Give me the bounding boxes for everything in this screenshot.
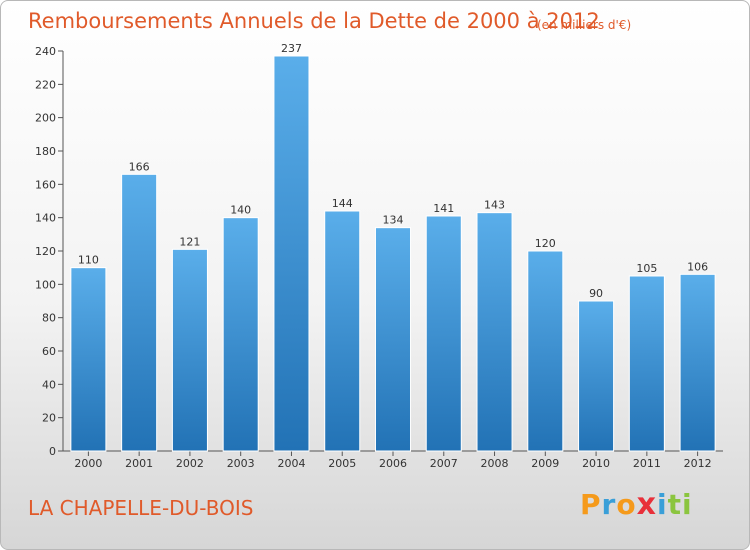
y-tick-label: 80 — [42, 312, 56, 325]
data-label: 106 — [687, 260, 708, 273]
bar — [476, 212, 513, 452]
data-label: 143 — [484, 199, 505, 212]
x-tick-label: 2002 — [176, 457, 204, 470]
data-label: 120 — [535, 237, 556, 250]
y-axis: 0 20 40 60 80 100 120 140 160 180 200 220 240 — [35, 45, 64, 458]
bar — [679, 273, 716, 452]
y-tick-label: 200 — [35, 112, 56, 125]
x-tick-label: 2012 — [684, 457, 712, 470]
y-tick-label: 140 — [35, 212, 56, 225]
proxiti-logo[interactable]: Proxiti — [580, 487, 693, 522]
x-tick-label: 2009 — [531, 457, 559, 470]
x-tick-label: 2003 — [227, 457, 255, 470]
x-tick-label: 2011 — [633, 457, 661, 470]
data-label: 141 — [433, 202, 454, 215]
y-tick-label: 40 — [42, 378, 56, 391]
bar — [527, 250, 564, 452]
data-label: 144 — [332, 197, 353, 210]
data-label: 110 — [78, 254, 99, 267]
data-label: 105 — [636, 262, 657, 275]
data-label: 237 — [281, 42, 302, 55]
x-tick-label: 2005 — [328, 457, 356, 470]
bar — [171, 248, 208, 452]
x-tick-label: 2010 — [582, 457, 610, 470]
y-tick-label: 180 — [35, 145, 56, 158]
data-label: 134 — [383, 214, 404, 227]
x-tick-label: 2008 — [481, 457, 509, 470]
data-label: 140 — [230, 204, 251, 217]
bar — [70, 267, 107, 452]
chart-title: Remboursements Annuels de la Dette de 20… — [28, 9, 600, 33]
bar — [222, 217, 259, 452]
x-tick-label: 2007 — [430, 457, 458, 470]
y-tick-label: 160 — [35, 178, 56, 191]
data-labels: 110 166 121 140 237 144 134 141 143 120 90 105 106 — [78, 42, 708, 300]
y-tick-label: 220 — [35, 78, 56, 91]
y-tick-label: 20 — [42, 412, 56, 425]
x-tick-label: 2006 — [379, 457, 407, 470]
y-tick-label: 100 — [35, 278, 56, 291]
x-tick-label: 2004 — [277, 457, 305, 470]
y-tick-label: 60 — [42, 345, 56, 358]
y-tick-label: 240 — [35, 45, 56, 58]
bar — [578, 300, 615, 452]
chart-unit: (en milliers d'€) — [537, 18, 632, 32]
bar — [324, 210, 361, 452]
x-tick-label: 2000 — [74, 457, 102, 470]
x-tick-label: 2001 — [125, 457, 153, 470]
bar — [121, 173, 158, 452]
bars — [70, 55, 716, 452]
data-label: 90 — [589, 287, 603, 300]
town-name: LA CHAPELLE-DU-BOIS — [28, 496, 254, 520]
bar — [628, 275, 665, 452]
bar — [374, 227, 412, 452]
y-tick-label: 0 — [49, 445, 56, 458]
y-tick-label: 120 — [35, 245, 56, 258]
bar — [425, 215, 462, 452]
data-label: 121 — [179, 235, 200, 248]
data-label: 166 — [129, 160, 150, 173]
bar — [273, 55, 310, 452]
x-axis: 2000 2001 2002 2003 2004 2005 2006 2007 2008 2009… — [63, 450, 723, 470]
